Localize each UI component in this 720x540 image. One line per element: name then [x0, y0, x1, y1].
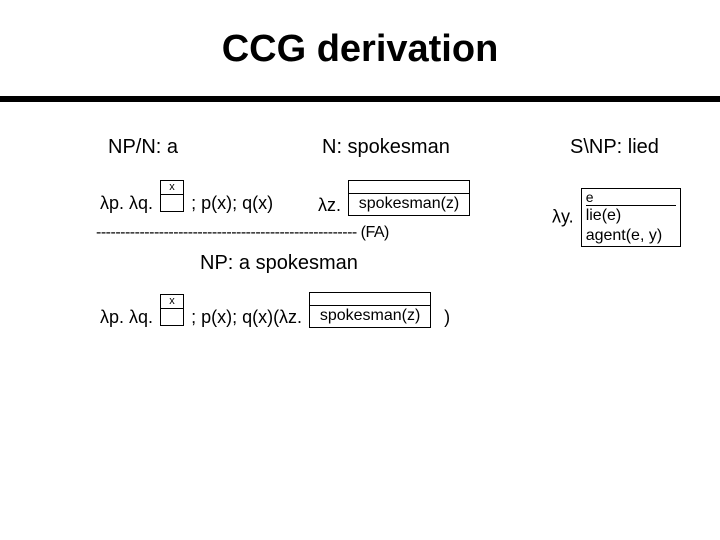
sem-lied-ly: λy. — [552, 206, 574, 226]
sem-res-mid: ; p(x); q(x)(λz. — [191, 307, 302, 327]
sem-spokesman: λz. spokesman(z) — [318, 188, 472, 224]
sp-box-2-top — [310, 293, 430, 306]
sem-lied: λy. e lie(e) agent(e, y) — [552, 188, 683, 247]
dashes: ----------------------------------------… — [96, 224, 357, 241]
title-text: CCG derivation — [222, 28, 499, 70]
lied-box: e lie(e) agent(e, y) — [581, 188, 681, 247]
cat-spokesman: N: spokesman — [322, 136, 450, 159]
e-label: e — [586, 189, 676, 206]
x-label-1: x — [161, 181, 183, 195]
sem-sp-lz: λz. — [318, 195, 341, 215]
fa-label: (FA) — [357, 224, 389, 241]
sp-box-1-label: spokesman(z) — [349, 194, 469, 214]
cat-a: NP/N: a — [108, 136, 178, 159]
np-result: NP: a spokesman — [200, 252, 358, 275]
sem-a-lplq: λp. λq. — [100, 193, 153, 213]
title-rule — [0, 96, 720, 102]
x-label-2: x — [161, 295, 183, 309]
spokesman-box-1: spokesman(z) — [348, 180, 470, 216]
x-box-2-blank — [161, 309, 183, 325]
x-box-2: x — [160, 294, 184, 326]
sem-a: λp. λq. x ; p(x); q(x) — [100, 188, 273, 220]
slide-title: CCG derivation — [0, 28, 720, 71]
x-box-1: x — [160, 180, 184, 212]
lie-label: lie(e) — [586, 206, 676, 226]
x-box-1-blank — [161, 195, 183, 211]
slide: { "title": { "text": "CCG derivation", "… — [0, 0, 720, 540]
sp-box-1-top — [349, 181, 469, 194]
cat-lied: S\NP: lied — [570, 136, 659, 159]
sp-box-2-label: spokesman(z) — [310, 306, 430, 326]
fa-divider: ----------------------------------------… — [96, 224, 389, 242]
sem-result: λp. λq. x ; p(x); q(x)(λz. spokesman(z) … — [100, 300, 450, 336]
agent-label: agent(e, y) — [586, 226, 676, 246]
sem-a-pq: ; p(x); q(x) — [191, 193, 273, 213]
sem-res-lplq: λp. λq. — [100, 307, 153, 327]
sem-res-close: ) — [444, 307, 450, 327]
spokesman-box-2: spokesman(z) — [309, 292, 431, 328]
